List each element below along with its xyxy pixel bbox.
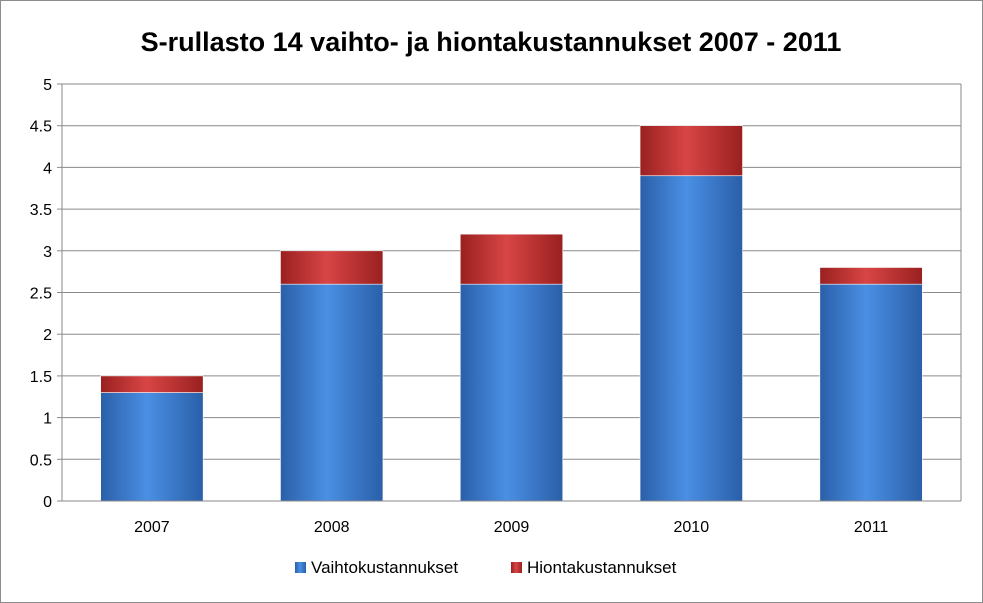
y-tick-label: 1	[43, 411, 52, 428]
bar-2010-hiontakustannukset	[639, 125, 743, 177]
y-tick-label: 2.5	[30, 286, 52, 303]
bar-2011-vaihtokustannukset	[819, 283, 923, 502]
bar-2009-hiontakustannukset	[459, 233, 564, 285]
bar-2007-hiontakustannukset	[100, 375, 204, 393]
bars	[100, 125, 923, 502]
x-tick-label: 2009	[494, 519, 530, 536]
y-tick-label: 5	[43, 77, 52, 94]
x-tick-label: 2010	[674, 519, 710, 536]
y-tick-label: 4	[43, 160, 52, 177]
chart-title: S-rullasto 14 vaihto- ja hiontakustannuk…	[141, 27, 842, 57]
bar-2011-hiontakustannukset	[819, 267, 923, 285]
legend-label: Vaihtokustannukset	[311, 558, 458, 577]
legend-swatch-vaihtokustannukset	[295, 562, 306, 573]
legend-label: Hiontakustannukset	[527, 558, 677, 577]
y-tick-label: 0	[43, 494, 52, 511]
legend-swatch-hiontakustannukset	[511, 562, 522, 573]
y-tick-label: 1.5	[30, 369, 52, 386]
y-tick-label: 3.5	[30, 202, 52, 219]
y-tick-label: 4.5	[30, 119, 52, 136]
bar-2008-hiontakustannukset	[280, 250, 384, 285]
x-tick-label: 2008	[314, 519, 350, 536]
y-tick-label: 2	[43, 327, 52, 344]
x-tick-label: 2007	[134, 519, 170, 536]
y-tick-label: 3	[43, 244, 52, 261]
legend: Vaihtokustannukset Hiontakustannukset	[295, 558, 677, 577]
bar-2007-vaihtokustannukset	[100, 392, 204, 502]
x-tick-label: 2011	[854, 519, 889, 536]
bar-2010-vaihtokustannukset	[639, 175, 743, 502]
y-tick-label: 0.5	[30, 452, 52, 469]
bar-2009-vaihtokustannukset	[459, 283, 564, 502]
bar-2008-vaihtokustannukset	[280, 283, 384, 502]
axes: 0 0.5 1 1.5 2 2.5 3 3.5 4 4.5 5 2007 2008 2009 2010 201…	[30, 77, 962, 536]
